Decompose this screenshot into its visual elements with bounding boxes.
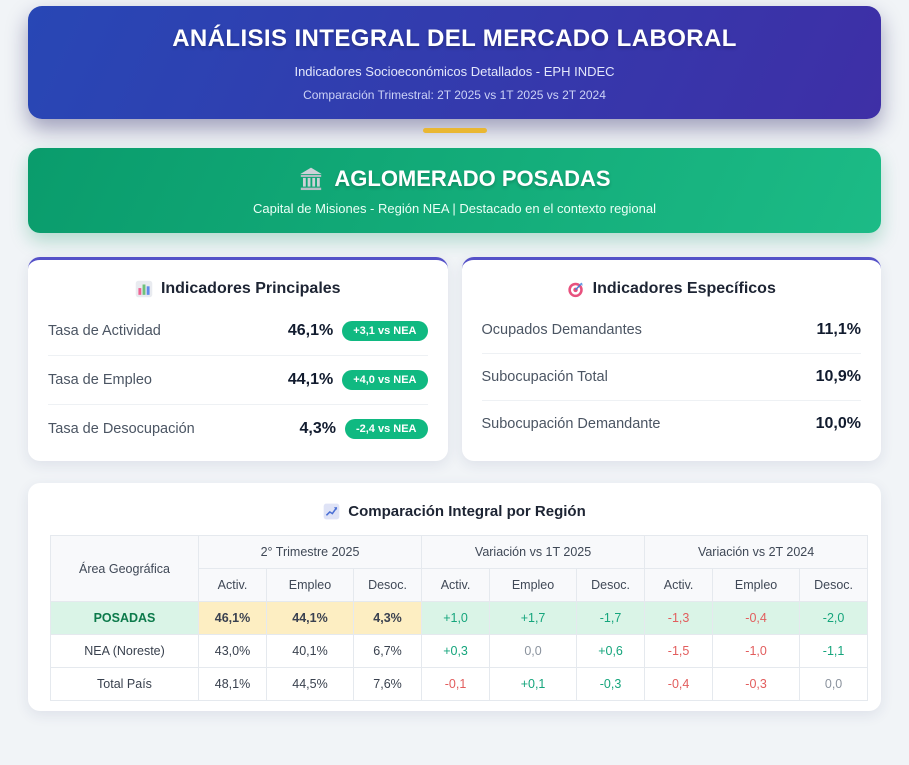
vs-nea-badge: +3,1 vs NEA bbox=[342, 321, 428, 341]
table-cell: -0,3 bbox=[576, 667, 646, 701]
vs-nea-badge: -2,4 vs NEA bbox=[344, 419, 428, 439]
indicator-value: 10,9% bbox=[815, 368, 861, 385]
table-cell: 43,0% bbox=[198, 634, 267, 668]
column-group-2t2025: 2° Trimestre 2025 bbox=[197, 535, 423, 569]
table-cell: 46,1% bbox=[198, 601, 267, 635]
table-cell: +0,1 bbox=[489, 667, 578, 701]
comparison-period-label: Comparación Trimestral: 2T 2025 vs 1T 20… bbox=[303, 88, 606, 102]
card-title: Indicadores Específicos bbox=[592, 280, 776, 297]
indicator-row: Subocupación Demandante 10,0% bbox=[482, 401, 862, 447]
column-header: Desoc. bbox=[352, 568, 423, 602]
table-cell: 44,5% bbox=[266, 667, 354, 701]
table-cell: -0,4 bbox=[712, 601, 801, 635]
table-cell: -1,0 bbox=[712, 634, 801, 668]
indicator-cards-row: Indicadores Principales Tasa de Activida… bbox=[28, 257, 881, 461]
column-header: Activ. bbox=[198, 568, 267, 602]
column-header: Empleo bbox=[266, 568, 354, 602]
card-indicadores-principales: Indicadores Principales Tasa de Activida… bbox=[28, 257, 448, 461]
page-subtitle: Indicadores Socioeconómicos Detallados -… bbox=[294, 64, 615, 79]
column-header: Empleo bbox=[712, 568, 801, 602]
region-title: AGLOMERADO POSADAS bbox=[334, 166, 611, 191]
classical-building-icon bbox=[298, 166, 324, 192]
row-area-label: Total País bbox=[50, 667, 199, 701]
indicator-label: Tasa de Desocupación bbox=[48, 421, 195, 437]
row-area-label: POSADAS bbox=[50, 601, 199, 635]
comparison-table-card: Comparación Integral por Región Área Geo… bbox=[28, 483, 881, 711]
comparison-table-title: Comparación Integral por Región bbox=[348, 503, 586, 520]
indicator-row: Subocupación Total 10,9% bbox=[481, 354, 861, 401]
indicator-value: 10,0% bbox=[815, 415, 861, 432]
indicator-label: Tasa de Empleo bbox=[48, 372, 152, 388]
table-cell: 6,7% bbox=[352, 634, 423, 668]
indicator-row: Tasa de Actividad 46,1% +3,1 vs NEA bbox=[48, 307, 428, 356]
accent-divider bbox=[422, 128, 487, 133]
column-header: Activ. bbox=[644, 568, 714, 602]
table-cell: 7,6% bbox=[352, 667, 423, 701]
indicator-value: 4,3% bbox=[299, 420, 336, 437]
hero-banner: ANÁLISIS INTEGRAL DEL MERCADO LABORAL In… bbox=[28, 6, 881, 119]
table-cell: 48,1% bbox=[198, 667, 267, 701]
indicator-row: Tasa de Desocupación 4,3% -2,4 vs NEA bbox=[48, 405, 428, 453]
principales-rows: Tasa de Actividad 46,1% +3,1 vs NEA Tasa de… bbox=[48, 307, 428, 453]
column-header: Activ. bbox=[421, 568, 491, 602]
indicator-row: Tasa de Empleo 44,1% +4,0 vs NEA bbox=[48, 356, 428, 405]
indicator-label: Tasa de Actividad bbox=[48, 323, 161, 339]
table-cell: +1,7 bbox=[489, 601, 578, 635]
table-cell: -0,4 bbox=[644, 667, 714, 701]
table-cell: -1,7 bbox=[576, 601, 646, 635]
especificos-rows: Ocupados Demandantes 11,1% Subocupación To… bbox=[481, 307, 862, 447]
region-banner: AGLOMERADO POSADAS Capital de Misiones -… bbox=[28, 148, 881, 233]
column-header: Desoc. bbox=[799, 568, 869, 602]
page: ANÁLISIS INTEGRAL DEL MERCADO LABORAL In… bbox=[28, 6, 881, 711]
comparison-table: Área Geográfica 2° Trimestre 2025 Variac… bbox=[50, 535, 869, 701]
indicator-label: Subocupación Demandante bbox=[481, 416, 661, 432]
table-row: NEA (Noreste) 43,0% 40,1% 6,7% +0,3 0,0 +0,6 -1… bbox=[50, 634, 869, 668]
column-group-var-1t2025: Variación vs 1T 2025 bbox=[421, 535, 646, 569]
table-cell: -1,5 bbox=[644, 634, 714, 668]
bar-chart-icon bbox=[135, 280, 153, 298]
indicator-value: 11,1% bbox=[816, 321, 861, 338]
table-cell: -1,3 bbox=[644, 601, 714, 635]
column-header: Empleo bbox=[489, 568, 578, 602]
table-cell: +0,3 bbox=[421, 634, 491, 668]
table-cell: 44,1% bbox=[266, 601, 354, 635]
chart-increasing-icon bbox=[323, 503, 340, 520]
table-cell: 0,0 bbox=[799, 667, 869, 701]
column-group-var-2t2024: Variación vs 2T 2024 bbox=[644, 535, 869, 569]
indicator-value: 44,1% bbox=[287, 371, 334, 388]
card-indicadores-especificos: Indicadores Específicos Ocupados Demanda… bbox=[461, 257, 881, 461]
table-cell: 4,3% bbox=[352, 601, 423, 635]
card-title: Indicadores Principales bbox=[160, 280, 341, 297]
table-cell: +0,6 bbox=[576, 634, 646, 668]
vs-nea-badge: +4,0 vs NEA bbox=[342, 370, 428, 390]
row-area-label: NEA (Noreste) bbox=[50, 634, 199, 668]
column-header: Desoc. bbox=[576, 568, 646, 602]
table-cell: -0,1 bbox=[421, 667, 491, 701]
column-header-area: Área Geográfica bbox=[50, 535, 199, 602]
table-row: POSADAS 46,1% 44,1% 4,3% +1,0 +1,7 -1,7 -1,3 -0,… bbox=[50, 601, 869, 635]
indicator-row: Ocupados Demandantes 11,1% bbox=[481, 307, 861, 354]
target-icon bbox=[567, 280, 585, 298]
table-cell: -0,3 bbox=[712, 667, 801, 701]
table-cell: +1,0 bbox=[421, 601, 491, 635]
table-cell: 40,1% bbox=[266, 634, 354, 668]
table-row: Total País 48,1% 44,5% 7,6% -0,1 +0,1 -0,3 -0,4… bbox=[50, 667, 869, 701]
table-cell: -1,1 bbox=[799, 634, 869, 668]
region-subtitle: Capital de Misiones - Región NEA | Desta… bbox=[253, 201, 656, 216]
table-cell: -2,0 bbox=[799, 601, 869, 635]
indicator-label: Ocupados Demandantes bbox=[481, 322, 642, 338]
indicator-value: 46,1% bbox=[287, 322, 334, 339]
indicator-label: Subocupación Total bbox=[481, 369, 608, 385]
page-title: ANÁLISIS INTEGRAL DEL MERCADO LABORAL bbox=[172, 25, 737, 52]
table-cell: 0,0 bbox=[489, 634, 578, 668]
